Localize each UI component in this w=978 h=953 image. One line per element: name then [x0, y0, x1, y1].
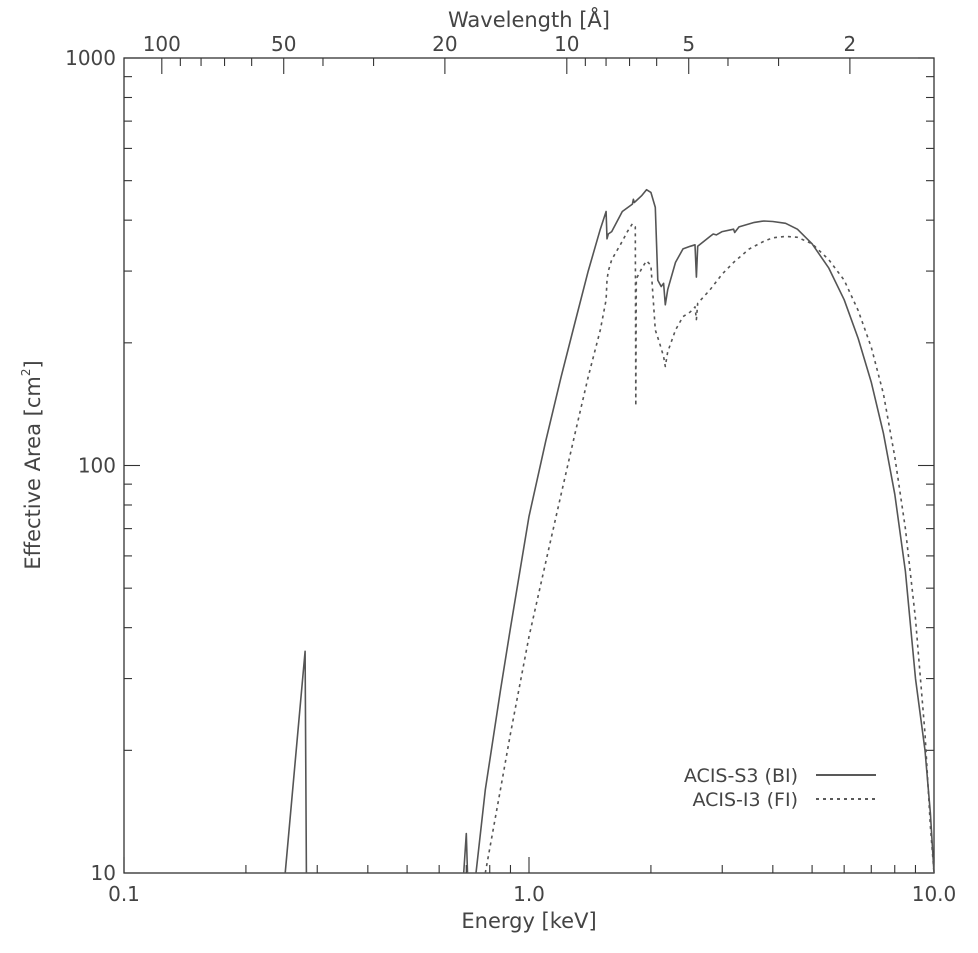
x-tick-label: 0.1 [108, 882, 140, 906]
acis-s3-bi-curve [475, 188, 935, 874]
top-tick-label: 20 [432, 32, 457, 56]
acis-s3-bi-curve [284, 650, 308, 874]
y-axis-label-close: ] [21, 360, 45, 368]
y-axis-label: Effective Area [cm2] [19, 360, 45, 569]
top-tick-label: 5 [682, 32, 695, 56]
top-tick-label: 100 [143, 32, 181, 56]
legend-label-fi: ACIS-I3 (FI) [692, 789, 798, 811]
x-tick-label: 1.0 [513, 882, 545, 906]
legend-label-bi: ACIS-S3 (BI) [684, 765, 798, 787]
acis-i3-fi-curve [484, 222, 935, 874]
plot-frame [123, 57, 935, 874]
top-tick-label: 50 [271, 32, 296, 56]
acis-s3-bi-curve [462, 832, 469, 874]
y-tick-label: 100 [78, 454, 116, 478]
y-tick-label: 10 [91, 861, 116, 885]
y-axis-label-main: Effective Area [cm [21, 376, 45, 570]
data-curves [284, 188, 935, 874]
y-axis-label-superscript: 2 [19, 369, 33, 377]
axis-ticks [123, 57, 935, 874]
y-tick-label: 1000 [65, 46, 116, 70]
x-axis-label: Energy [keV] [461, 909, 596, 933]
legend: ACIS-S3 (BI) ACIS-I3 (FI) [684, 765, 876, 811]
top-axis-label: Wavelength [Å] [448, 6, 610, 32]
top-tick-label: 10 [554, 32, 579, 56]
axis-tick-labels: 0.1 1.0 10.0 10 100 1000 100 50 20 10 5 2 [65, 32, 956, 906]
top-tick-label: 2 [844, 32, 857, 56]
x-tick-label: 10.0 [912, 882, 957, 906]
